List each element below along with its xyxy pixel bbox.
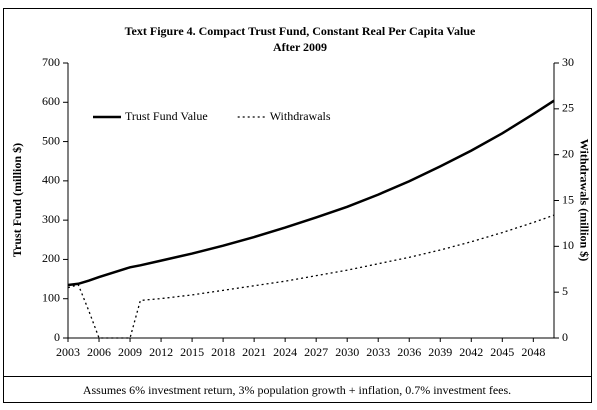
y2-tick-label: 15	[562, 192, 574, 206]
y-tick-label: 300	[42, 212, 60, 226]
y-tick-label: 0	[54, 330, 60, 344]
note: Assumes 6% investment return, 3% populat…	[83, 383, 511, 397]
y2-tick-label: 25	[562, 101, 574, 115]
y-tick-label: 200	[42, 251, 60, 265]
x-tick-label: 2018	[211, 345, 235, 359]
y2-tick-label: 10	[562, 238, 574, 252]
y-axis-label: Trust Fund (million $)	[10, 143, 24, 257]
y2-tick-label: 5	[562, 284, 568, 298]
x-tick-label: 2003	[56, 345, 80, 359]
series-line	[67, 214, 555, 339]
x-tick-label: 2033	[366, 345, 390, 359]
x-tick-label: 2024	[273, 345, 297, 359]
x-tick-label: 2048	[521, 345, 545, 359]
x-tick-label: 2006	[87, 345, 111, 359]
y-tick-label: 500	[42, 133, 60, 147]
x-tick-label: 2030	[335, 345, 359, 359]
y-tick-label: 700	[42, 55, 60, 69]
x-tick-label: 2009	[118, 345, 142, 359]
y2-tick-label: 20	[562, 146, 574, 160]
x-tick-label: 2021	[242, 345, 266, 359]
y2-axis-label: Withdrawals (million $)	[577, 139, 591, 261]
y2-tick-label: 30	[562, 55, 574, 69]
y2-tick-label: 0	[562, 330, 568, 344]
frame	[3, 8, 592, 403]
y-tick-label: 100	[42, 290, 60, 304]
series-line	[67, 99, 555, 287]
y-tick-label: 600	[42, 94, 60, 108]
x-tick-label: 2042	[459, 345, 483, 359]
chart-title: Text Figure 4. Compact Trust Fund, Const…	[125, 24, 476, 38]
x-tick-label: 2012	[149, 345, 173, 359]
x-tick-label: 2015	[180, 345, 204, 359]
x-tick-label: 2036	[397, 345, 421, 359]
legend-label: Trust Fund Value	[125, 109, 208, 123]
x-tick-label: 2039	[428, 345, 452, 359]
chart-title: After 2009	[273, 40, 327, 54]
legend-label: Withdrawals	[270, 109, 331, 123]
x-tick-label: 2045	[490, 345, 514, 359]
y-tick-label: 400	[42, 173, 60, 187]
x-tick-label: 2027	[304, 345, 328, 359]
